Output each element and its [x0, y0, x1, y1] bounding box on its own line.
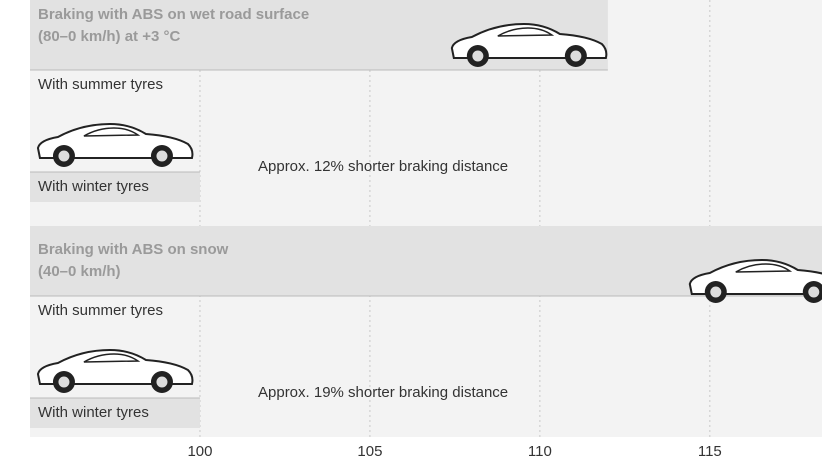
group-title: Braking with ABS on wet road surface	[38, 6, 309, 23]
car-rim	[808, 286, 820, 298]
chart: 100 105 110 115 Braking with ABS on wet road…	[0, 0, 822, 465]
car-rim	[710, 286, 722, 298]
car-rim	[156, 376, 168, 388]
group-title: Braking with ABS on snow	[38, 241, 229, 258]
x-tick-label: 100	[187, 443, 212, 460]
car-rim	[156, 150, 168, 162]
category-label: With summer tyres	[38, 76, 163, 93]
category-label: With winter tyres	[38, 404, 149, 421]
category-label: With winter tyres	[38, 178, 149, 195]
annotation: Approx. 19% shorter braking distance	[258, 384, 508, 401]
car-rim	[58, 376, 70, 388]
x-tick-label: 110	[528, 443, 552, 460]
group-title: (80–0 km/h) at +3 °C	[38, 28, 180, 45]
page: {"chart_data": {"type": "bar", "orientat…	[0, 0, 822, 465]
group-title: (40–0 km/h)	[38, 263, 121, 280]
car-rim	[58, 150, 70, 162]
car-rim	[472, 50, 484, 62]
category-label: With summer tyres	[38, 302, 163, 319]
x-tick-label: 115	[698, 443, 722, 460]
annotation: Approx. 12% shorter braking distance	[258, 158, 508, 175]
x-tick-label: 105	[357, 443, 382, 460]
car-rim	[570, 50, 582, 62]
